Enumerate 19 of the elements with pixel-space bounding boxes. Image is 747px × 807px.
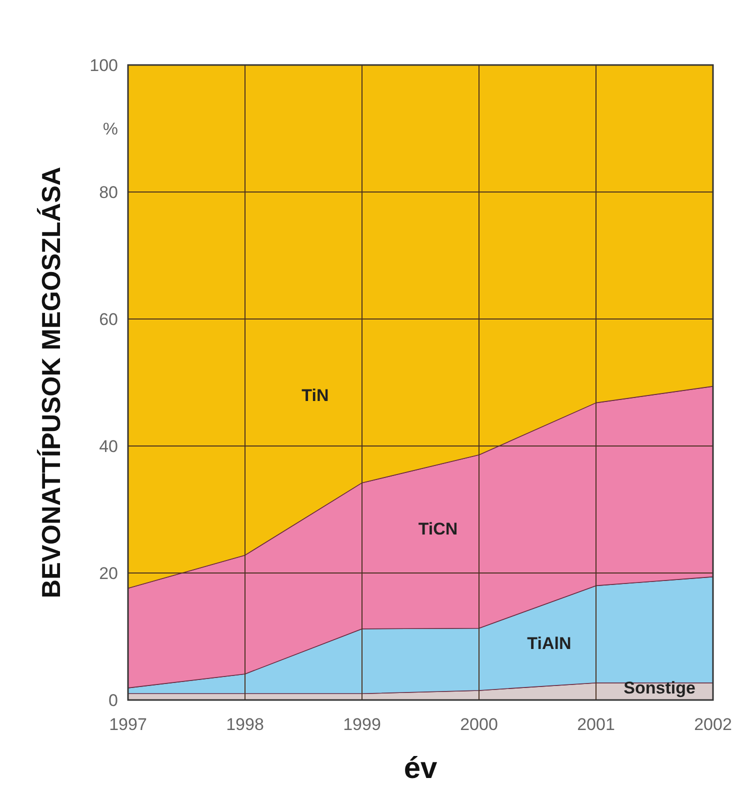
x-tick-label: 2000	[460, 715, 498, 734]
y-tick-label: 100	[90, 56, 118, 75]
y-tick-label: 60	[99, 310, 118, 329]
y-axis-title: BEVONATTÍPUSOK MEGOSZLÁSA	[36, 166, 66, 598]
series-label: TiAlN	[527, 634, 572, 653]
y-tick-label: 0	[108, 690, 118, 710]
x-axis-title: év	[404, 752, 438, 785]
y-tick-label: 20	[99, 564, 118, 583]
y-tick-label: 80	[99, 182, 118, 202]
series-label: TiN	[302, 386, 329, 406]
series-label: TiCN	[418, 520, 458, 538]
x-tick-label: 2001	[577, 715, 615, 734]
x-tick-label: 1997	[109, 715, 147, 734]
x-tick-label: 1998	[226, 715, 264, 734]
y-tick-label: 40	[99, 436, 118, 456]
x-tick-label: 2002	[694, 715, 732, 734]
x-tick-label: 1999	[343, 715, 381, 734]
y-tick-label: %	[102, 119, 118, 138]
series-label: Sonstige	[624, 678, 696, 698]
